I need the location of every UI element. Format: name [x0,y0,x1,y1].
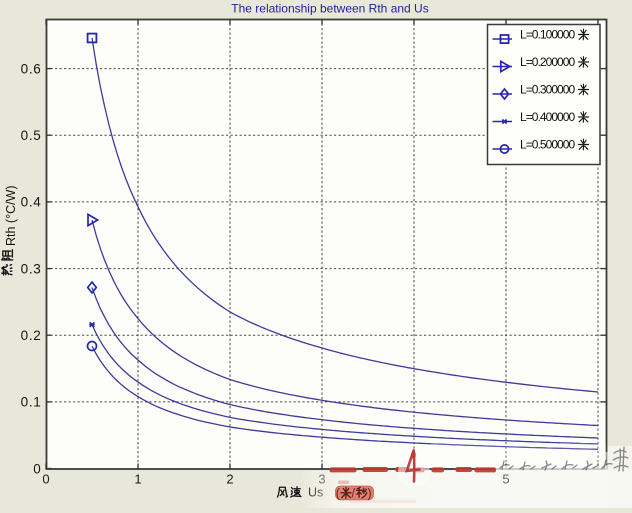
svg-text:/: / [352,487,356,501]
svg-text:2: 2 [226,472,233,487]
svg-text:0.2: 0.2 [21,328,42,343]
svg-text:0: 0 [33,461,41,476]
svg-text:Rth (°C/W): Rth (°C/W) [4,185,18,246]
svg-text:The relationship between Rth a: The relationship between Rth and Us [231,2,428,16]
svg-text:L=0.500000: L=0.500000 [520,138,576,152]
svg-text:L=0.400000: L=0.400000 [520,110,576,124]
svg-text:0: 0 [42,472,49,487]
svg-text:): ) [368,487,372,501]
svg-text:L=0.200000: L=0.200000 [520,55,576,69]
svg-text:0.3: 0.3 [21,261,42,276]
svg-text:0.1: 0.1 [21,395,42,410]
svg-text:1: 1 [134,472,141,487]
svg-text:0.4: 0.4 [21,195,42,210]
svg-text:5: 5 [502,472,509,487]
svg-text:L=0.100000: L=0.100000 [520,28,576,42]
svg-text:L=0.300000: L=0.300000 [520,83,576,97]
svg-text:0.5: 0.5 [21,128,42,143]
svg-text:0.6: 0.6 [21,61,42,76]
